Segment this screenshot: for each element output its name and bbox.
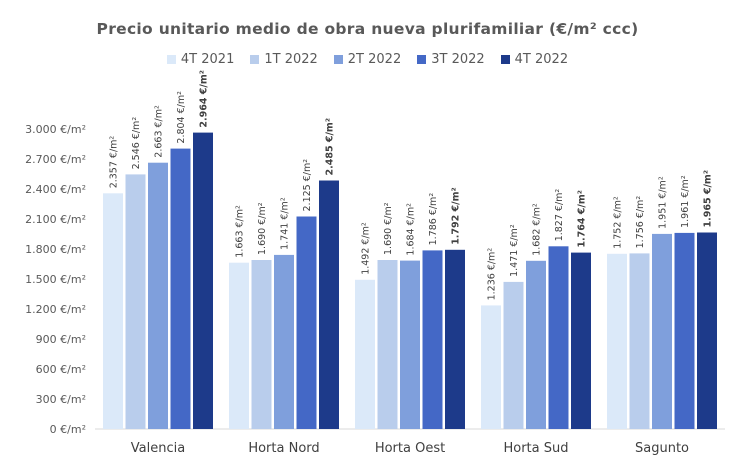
- bar: [274, 254, 294, 429]
- legend-label: 2T 2022: [347, 52, 402, 67]
- bar: [296, 216, 317, 429]
- bar: [548, 246, 569, 429]
- bar: [170, 148, 191, 429]
- legend-item: 3T 2022: [417, 52, 485, 67]
- x-category-label: Valencia: [131, 441, 185, 456]
- data-label: 1.684 €/m²: [406, 203, 417, 256]
- y-tick-label: 900 €/m²: [36, 333, 86, 346]
- bar: [422, 250, 443, 429]
- legend-swatch: [250, 55, 260, 64]
- bar: [251, 260, 272, 429]
- data-label: 1.764 €/m²: [577, 190, 588, 248]
- bar: [103, 193, 123, 429]
- y-tick-label: 3.000 €/m²: [25, 123, 86, 136]
- legend-swatch: [333, 55, 343, 64]
- bar: [503, 281, 524, 429]
- bar: [193, 132, 213, 429]
- data-label: 2.546 €/m²: [131, 117, 142, 170]
- bar: [652, 233, 672, 429]
- bar: [697, 232, 717, 429]
- y-tick-label: 0 €/m²: [50, 423, 86, 436]
- y-tick-label: 2.100 €/m²: [25, 213, 86, 226]
- data-label: 1.690 €/m²: [383, 202, 394, 255]
- data-label: 1.756 €/m²: [635, 196, 646, 249]
- bar: [481, 305, 501, 429]
- x-category-label: Horta Oest: [375, 441, 445, 456]
- bar: [125, 174, 146, 429]
- legend-label: 1T 2022: [264, 52, 318, 67]
- bar: [400, 260, 420, 429]
- x-category-label: Sagunto: [635, 441, 689, 456]
- x-category-label: Horta Sud: [503, 441, 568, 456]
- data-label: 2.125 €/m²: [302, 159, 313, 212]
- y-tick-label: 1.500 €/m²: [25, 273, 86, 286]
- legend-item: 2T 2022: [333, 52, 402, 67]
- y-tick-label: 2.700 €/m²: [25, 153, 86, 166]
- data-label: 2.357 €/m²: [109, 136, 120, 189]
- data-label: 2.964 €/m²: [199, 70, 210, 128]
- y-tick-label: 1.800 €/m²: [25, 243, 86, 256]
- data-label: 1.682 €/m²: [532, 203, 543, 256]
- x-category-label: Horta Nord: [248, 441, 319, 456]
- bar: [526, 260, 546, 429]
- y-tick-label: 2.400 €/m²: [25, 183, 86, 196]
- legend-item: 4T 2022: [500, 52, 569, 67]
- legend-label: 3T 2022: [431, 52, 485, 67]
- y-tick-label: 600 €/m²: [36, 363, 86, 376]
- bar: [607, 253, 627, 429]
- bar: [229, 262, 249, 429]
- bar: [319, 180, 339, 429]
- y-tick-label: 1.200 €/m²: [25, 303, 86, 316]
- data-label: 1.827 €/m²: [554, 189, 565, 242]
- data-label: 1.471 €/m²: [509, 224, 520, 277]
- data-label: 2.663 €/m²: [154, 105, 165, 158]
- bar: [629, 253, 650, 429]
- bar: [445, 249, 465, 429]
- bar: [355, 279, 375, 429]
- data-label: 1.951 €/m²: [658, 176, 669, 229]
- chart-title: Precio unitario medio de obra nueva plur…: [96, 20, 639, 38]
- data-label: 1.752 €/m²: [613, 196, 624, 249]
- bar: [377, 260, 398, 429]
- legend-swatch: [417, 55, 427, 64]
- data-label: 1.741 €/m²: [280, 197, 291, 250]
- data-label: 1.690 €/m²: [257, 202, 268, 255]
- legend-item: 4T 2021: [166, 52, 235, 67]
- bar: [571, 252, 591, 429]
- data-label: 1.792 €/m²: [451, 187, 462, 245]
- legend-label: 4T 2021: [180, 52, 235, 67]
- data-label: 1.961 €/m²: [680, 175, 691, 228]
- data-label: 1.236 €/m²: [487, 248, 498, 301]
- data-label: 1.663 €/m²: [235, 205, 246, 258]
- y-tick-label: 300 €/m²: [36, 393, 86, 406]
- data-label: 2.485 €/m²: [325, 118, 336, 176]
- data-label: 2.804 €/m²: [176, 91, 187, 144]
- bar: [148, 162, 168, 429]
- data-label: 1.492 €/m²: [361, 222, 372, 275]
- data-label: 1.965 €/m²: [703, 170, 714, 228]
- legend-item: 1T 2022: [250, 52, 318, 67]
- legend-swatch: [166, 55, 176, 64]
- legend: 4T 2021 1T 2022 2T 2022 3T 2022 4T 2022: [0, 52, 735, 67]
- legend-swatch: [500, 55, 510, 64]
- bar: [674, 232, 695, 429]
- legend-label: 4T 2022: [514, 52, 569, 67]
- data-label: 1.786 €/m²: [428, 193, 439, 246]
